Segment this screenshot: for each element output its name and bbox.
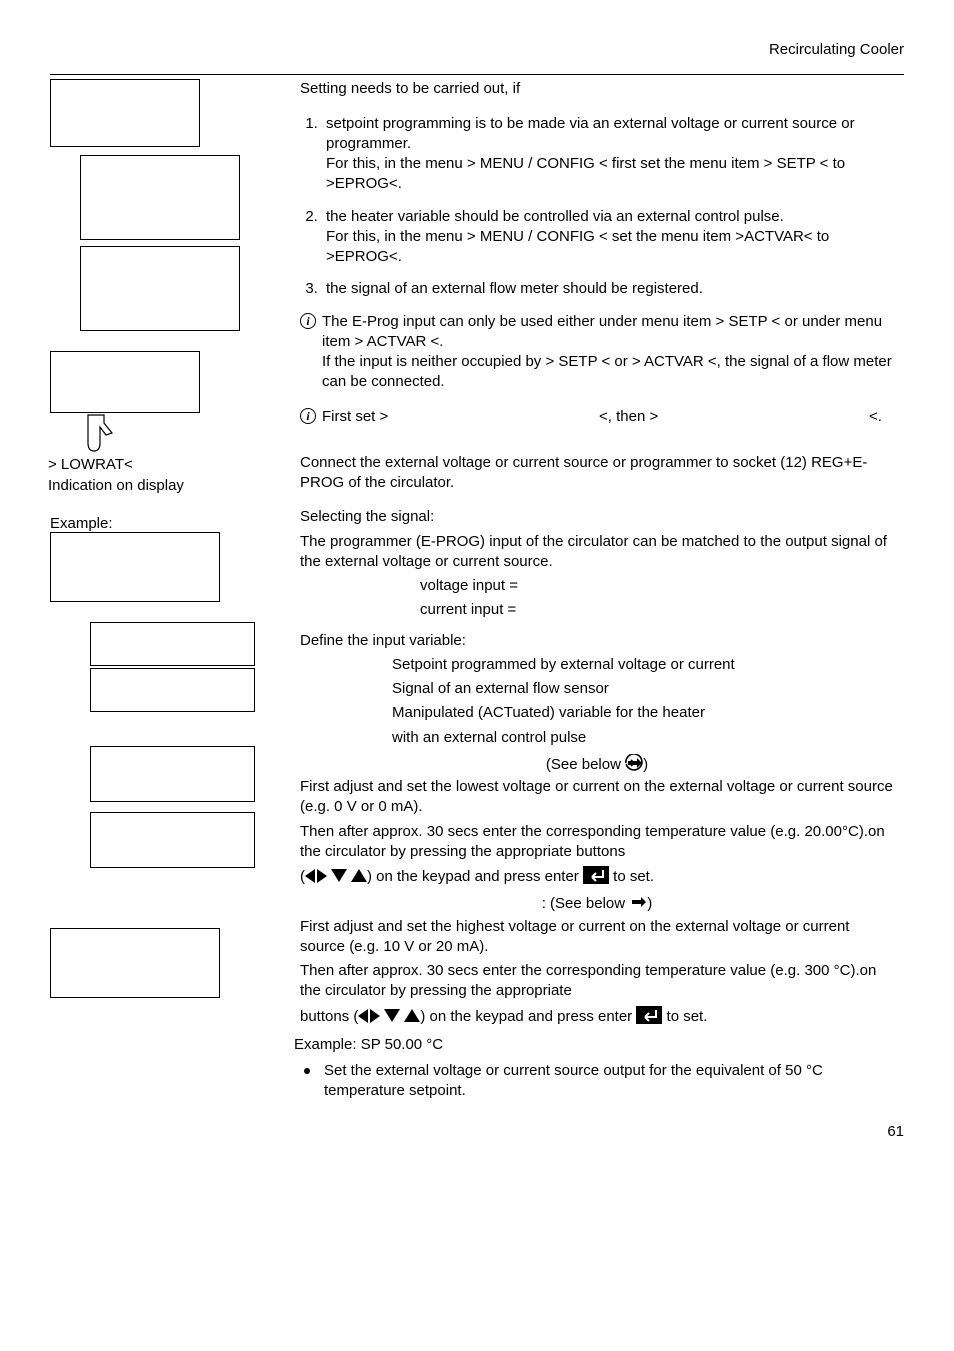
define-l3: Manipulated (ACTuated) variable for the … [392, 703, 894, 723]
define-heading: Define the input variable: [300, 631, 894, 651]
select-para: The programmer (E-PROG) input of the cir… [300, 532, 894, 573]
example-label: Example: [50, 514, 280, 534]
bullet-block: Set the external voltage or current sour… [304, 1061, 894, 1102]
pair-group-1 [50, 622, 280, 712]
see-close: ) [643, 756, 648, 773]
display-box-4 [50, 351, 200, 413]
example-box [50, 532, 220, 602]
numbered-list: setpoint programming is to be made via a… [300, 114, 894, 300]
second-adjust-block: First adjust and set the highest voltage… [300, 917, 894, 1027]
example-line: Example: SP 50.00 °C [294, 1035, 894, 1055]
see2-close: ) [647, 895, 652, 912]
pair-group-2 [50, 746, 280, 868]
lowrat-label: > LOWRAT< Indication on display [48, 455, 280, 496]
pair-box-1a [90, 622, 255, 666]
see-text: (See below [546, 756, 621, 773]
list-item-3: the signal of an external flow meter sho… [322, 279, 894, 299]
pointing-hand-icon [80, 413, 116, 453]
li1-b: For this, in the menu > MENU / CONFIG < … [326, 155, 845, 192]
info-text-2: First set > <, then > <. [322, 407, 882, 427]
keypad-arrows-icon [305, 868, 367, 884]
page-header: Recirculating Cooler [50, 40, 904, 74]
buttons-open: buttons ( [300, 1008, 358, 1025]
define-l2: Signal of an external flow sensor [392, 679, 894, 699]
arrow-right-icon [629, 893, 647, 911]
bullet-text: Set the external voltage or current sour… [324, 1061, 894, 1102]
right-column: Setting needs to be carried out, if setp… [300, 79, 904, 1101]
define-block: Define the input variable: Setpoint prog… [300, 631, 894, 776]
hand-box-wrap [50, 351, 280, 413]
display-box-1 [50, 79, 200, 147]
define-l1: Setpoint programmed by external voltage … [392, 655, 894, 675]
intro-text: Setting needs to be carried out, if [300, 79, 894, 99]
see2-pre: : (See below [542, 895, 625, 912]
pair-box-2a [90, 746, 255, 802]
display-box-2 [80, 155, 240, 240]
keypad-arrows-icon [358, 1008, 420, 1024]
lowrat-line2: Indication on display [48, 476, 280, 496]
bullet-icon [304, 1068, 310, 1074]
see-below-2: : (See below ) [300, 893, 894, 914]
left-column: > LOWRAT< Indication on display Example: [50, 79, 280, 1101]
main-columns: > LOWRAT< Indication on display Example:… [50, 79, 904, 1101]
arrow-right-icon [625, 754, 643, 772]
info2a: First set > [322, 407, 388, 427]
info1b: If the input is neither occupied by > SE… [322, 353, 892, 390]
list-item-2: the heater variable should be controlled… [322, 207, 894, 268]
select-current: current input = [420, 600, 894, 620]
second-p1: First adjust and set the highest voltage… [300, 917, 894, 958]
lowrat-line1: > LOWRAT< [48, 455, 280, 475]
buttons-mid: ) on the keypad and press enter [420, 1008, 632, 1025]
first-adjust-block: First adjust and set the lowest voltage … [300, 777, 894, 887]
solo-box [50, 928, 220, 998]
first-p2: Then after approx. 30 secs enter the cor… [300, 822, 894, 863]
pair-box-2b [90, 812, 255, 868]
header-title: Recirculating Cooler [769, 41, 904, 58]
info1a: The E-Prog input can only be used either… [322, 313, 882, 350]
header-rule [50, 74, 904, 75]
display-box-3 [80, 246, 240, 331]
keypad-mid: ) on the keypad and press enter [367, 868, 579, 885]
info-block-2: i First set > <, then > <. [300, 407, 894, 427]
select-voltage: voltage input = [420, 576, 894, 596]
li2-b: For this, in the menu > MENU / CONFIG < … [326, 228, 829, 265]
li1-a: setpoint programming is to be made via a… [326, 115, 855, 152]
first-p1: First adjust and set the lowest voltage … [300, 777, 894, 818]
info2b: <, then > [599, 407, 658, 427]
second-p2: Then after approx. 30 secs enter the cor… [300, 961, 894, 1002]
info-block-1: i The E-Prog input can only be used eith… [300, 312, 894, 393]
connect-text: Connect the external voltage or current … [300, 453, 894, 494]
buttons-end: to set. [667, 1008, 708, 1025]
select-heading: Selecting the signal: [300, 507, 894, 527]
info2c: <. [869, 407, 882, 427]
page-number: 61 [50, 1122, 904, 1142]
second-keypad-line: buttons ( ) on the keypad and press ente… [300, 1006, 894, 1027]
select-block: Selecting the signal: The programmer (E-… [300, 507, 894, 620]
info-text-1: The E-Prog input can only be used either… [322, 312, 894, 393]
li3: the signal of an external flow meter sho… [326, 280, 703, 297]
list-item-1: setpoint programming is to be made via a… [322, 114, 894, 195]
see-below-1: (See below ) [300, 754, 894, 775]
enter-key-icon [636, 1006, 662, 1024]
define-l4: with an external control pulse [392, 728, 894, 748]
keypad-end: to set. [613, 868, 654, 885]
info-icon: i [300, 313, 316, 329]
info-icon: i [300, 408, 316, 424]
li2-a: the heater variable should be controlled… [326, 208, 784, 225]
first-keypad-line: ( ) on the keypad and press enter to set… [300, 866, 894, 887]
enter-key-icon [583, 866, 609, 884]
pair-box-1b [90, 668, 255, 712]
